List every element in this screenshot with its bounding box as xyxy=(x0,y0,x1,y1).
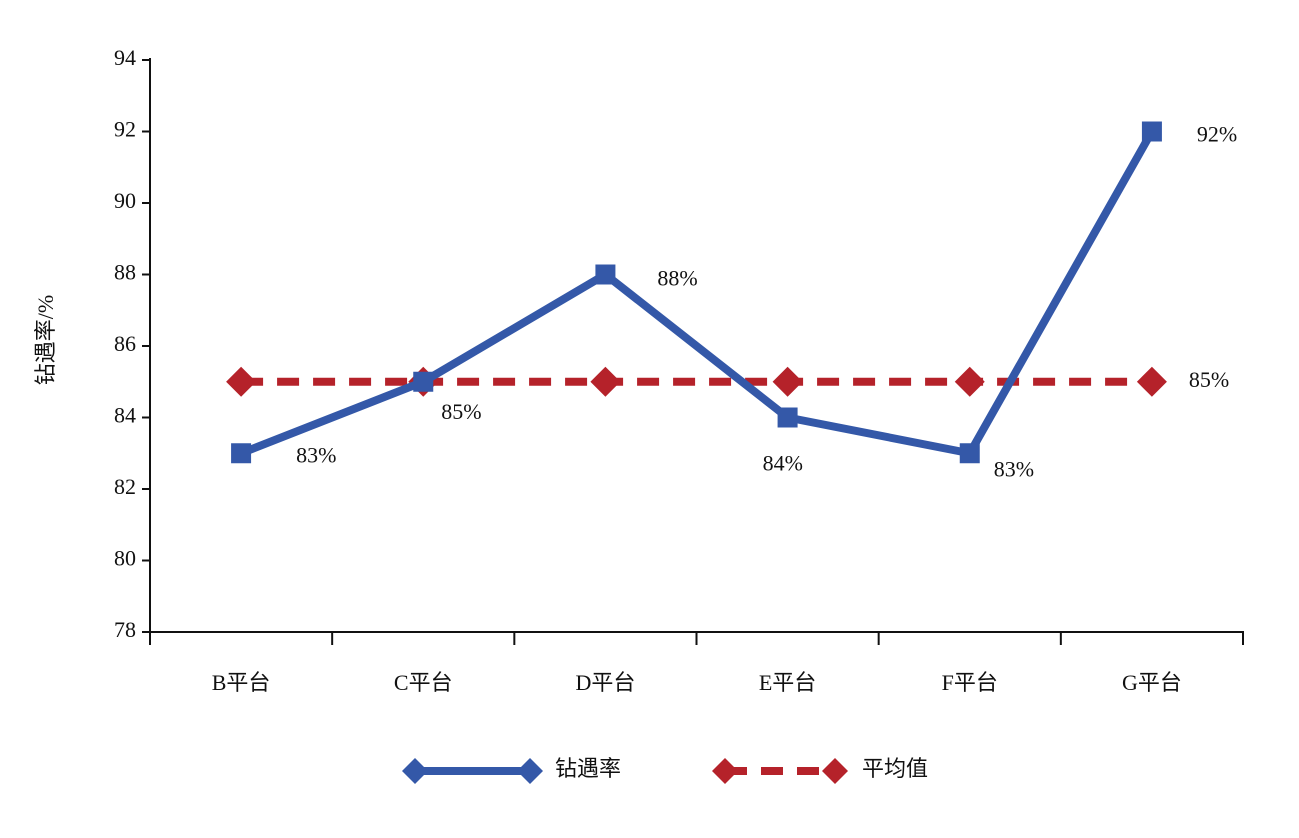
y-tick-label: 88 xyxy=(114,260,136,285)
x-tick-label: B平台 xyxy=(212,670,271,695)
legend-label: 平均值 xyxy=(862,756,928,781)
y-tick-label: 80 xyxy=(114,546,136,571)
y-tick-label: 94 xyxy=(114,45,136,70)
marker xyxy=(777,407,798,428)
marker xyxy=(954,366,985,397)
x-tick-label: E平台 xyxy=(759,670,816,695)
legend-marker xyxy=(712,758,738,784)
y-tick-label: 78 xyxy=(114,617,136,642)
x-tick-label: F平台 xyxy=(942,670,998,695)
marker xyxy=(590,366,621,397)
legend-marker xyxy=(517,758,543,784)
marker xyxy=(1141,121,1162,142)
data-label: 83% xyxy=(296,442,336,467)
y-tick-label: 90 xyxy=(114,188,136,213)
y-tick-label: 82 xyxy=(114,474,136,499)
data-label: 88% xyxy=(657,266,697,291)
legend-label: 钻遇率 xyxy=(555,756,621,781)
legend-marker xyxy=(402,758,428,784)
marker xyxy=(595,264,616,285)
data-label: 85% xyxy=(441,399,481,424)
data-label: 92% xyxy=(1197,122,1237,147)
marker xyxy=(413,371,434,392)
x-tick-label: D平台 xyxy=(575,670,635,695)
marker xyxy=(226,366,257,397)
y-tick-label: 92 xyxy=(114,117,136,142)
marker xyxy=(1136,366,1167,397)
data-label: 83% xyxy=(994,456,1034,481)
data-label: 84% xyxy=(763,451,803,476)
y-tick-label: 86 xyxy=(114,331,136,356)
x-tick-label: C平台 xyxy=(394,670,453,695)
marker xyxy=(772,366,803,397)
legend-marker xyxy=(822,758,848,784)
y-tick-label: 84 xyxy=(114,403,136,428)
marker xyxy=(231,443,252,464)
series-line xyxy=(239,129,1156,458)
marker xyxy=(959,443,980,464)
x-tick-label: G平台 xyxy=(1122,670,1182,695)
data-label: 85% xyxy=(1189,367,1229,392)
y-axis-label: 钻遇率/% xyxy=(33,295,58,385)
